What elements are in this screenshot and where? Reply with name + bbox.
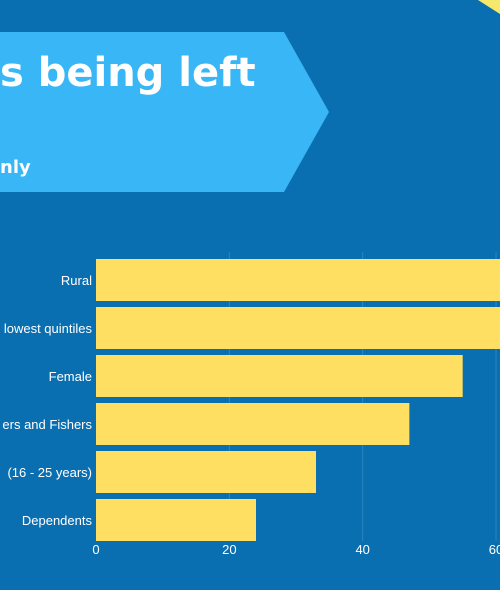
banner-title: s being left — [0, 50, 256, 96]
corner-accent — [478, 0, 500, 14]
bar — [96, 499, 257, 541]
bar — [96, 355, 463, 397]
x-tick-label: 60 — [489, 542, 500, 557]
category-label: (16 - 25 years) — [7, 465, 92, 480]
x-tick-label: 40 — [355, 542, 369, 557]
banner — [0, 0, 500, 192]
category-label: Female — [49, 369, 92, 384]
category-label: Rural — [61, 273, 92, 288]
category-label: lowest quintiles — [4, 321, 93, 336]
banner-arrow-shape — [0, 32, 329, 192]
bar — [96, 259, 500, 301]
banner-subtitle: nly — [0, 157, 31, 178]
bar — [96, 403, 410, 445]
category-label: Dependents — [22, 513, 93, 528]
x-tick-label: 0 — [92, 542, 99, 557]
bar — [96, 451, 317, 493]
x-tick-label: 20 — [222, 542, 236, 557]
category-label: ers and Fishers — [2, 417, 92, 432]
bar — [96, 307, 500, 349]
